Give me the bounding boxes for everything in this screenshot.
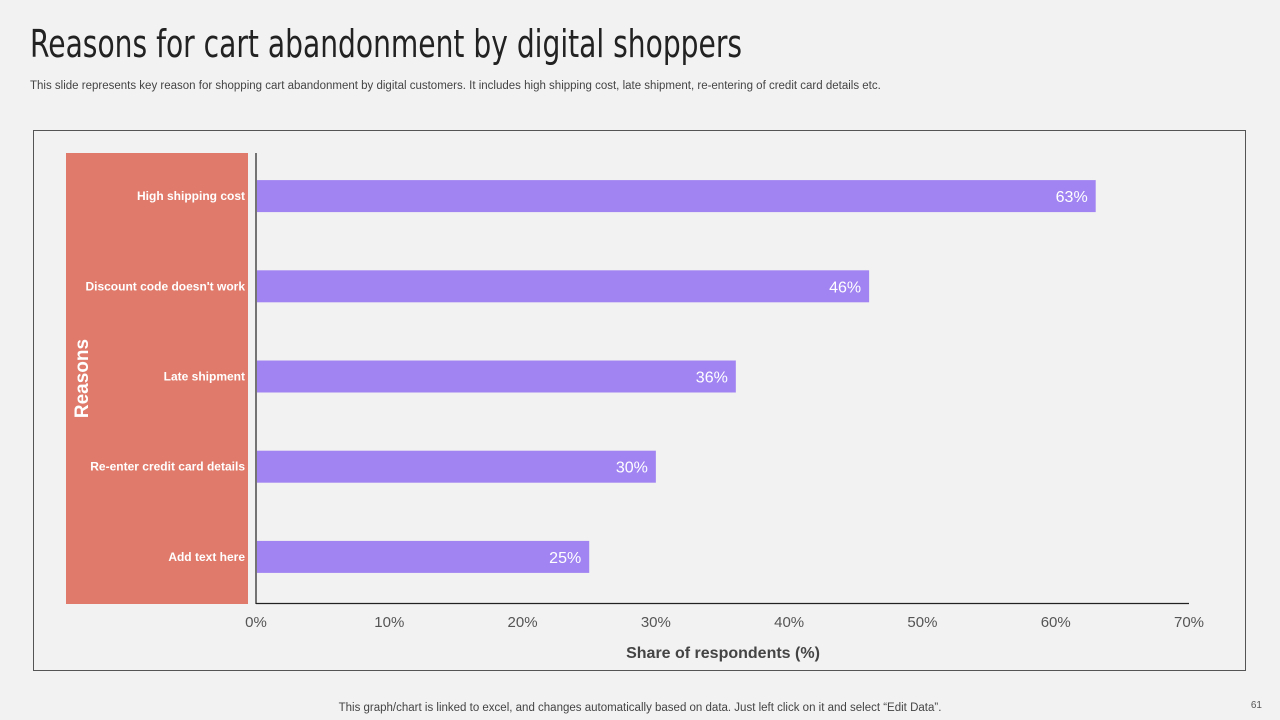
chart-frame[interactable] <box>33 130 1246 671</box>
x-tick-label: 0% <box>245 614 267 631</box>
slide-subtitle: This slide represents key reason for sho… <box>30 80 881 92</box>
x-tick-label: 30% <box>641 614 671 631</box>
category-label: Re-enter credit card details <box>90 460 245 474</box>
y-axis-label: Reasons <box>72 339 93 418</box>
bar-data-label: 63% <box>1056 189 1088 206</box>
slide-title: Reasons for cart abandonment by digital … <box>30 22 743 66</box>
x-tick-label: 70% <box>1174 614 1204 631</box>
page-number: 61 <box>1250 700 1262 711</box>
category-label: Discount code doesn't work <box>85 279 245 293</box>
bar <box>257 270 870 303</box>
category-label: Late shipment <box>164 370 245 384</box>
bar <box>257 180 1096 213</box>
bar-data-label: 30% <box>616 460 648 477</box>
bars <box>257 180 1096 573</box>
category-label: Add text here <box>168 550 245 564</box>
category-label: High shipping cost <box>137 189 245 203</box>
bar <box>257 360 736 393</box>
data-labels: 63% 46% 36% 30% 25% <box>549 189 1088 567</box>
x-tick-label: 10% <box>374 614 404 631</box>
x-tick-labels: 0% 10% 20% 30% 40% 50% 60% 70% <box>245 614 1204 631</box>
x-tick-label: 20% <box>508 614 538 631</box>
x-tick-label: 60% <box>1041 614 1071 631</box>
x-axis-label: Share of respondents (%) <box>626 645 820 662</box>
bar <box>257 450 656 483</box>
footer-note: This graph/chart is linked to excel, and… <box>338 702 942 714</box>
category-labels: High shipping cost Discount code doesn't … <box>85 189 245 564</box>
bar <box>257 540 590 573</box>
x-tick-label: 40% <box>774 614 804 631</box>
bar-data-label: 36% <box>696 370 728 387</box>
bar-data-label: 25% <box>549 550 581 567</box>
category-band <box>66 153 248 604</box>
x-tick-label: 50% <box>907 614 937 631</box>
bar-data-label: 46% <box>829 279 861 296</box>
